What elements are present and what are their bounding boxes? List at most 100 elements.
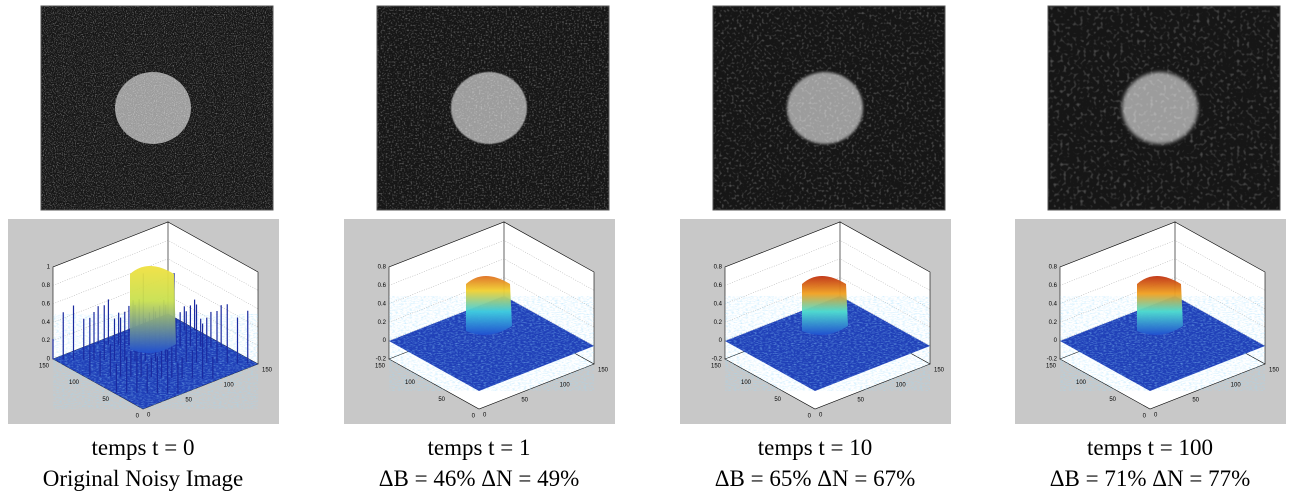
z-tick-label: 0.2 bbox=[42, 338, 51, 344]
z-tick-label: 0.6 bbox=[378, 283, 387, 289]
image-border bbox=[376, 5, 610, 211]
peak bbox=[802, 276, 848, 335]
noisy-image bbox=[1047, 5, 1281, 211]
subcaption: Original Noisy Image bbox=[43, 466, 244, 491]
peak bbox=[1137, 276, 1183, 335]
noise bbox=[713, 6, 945, 210]
y-tick-label: 150 bbox=[711, 364, 722, 370]
x-tick-label: 50 bbox=[1192, 398, 1199, 404]
noise bbox=[377, 6, 609, 210]
grid-line bbox=[388, 276, 595, 328]
z-tick-label: 0.8 bbox=[1049, 265, 1058, 271]
grid-line bbox=[388, 240, 595, 291]
z-tick-label: 0.4 bbox=[42, 320, 51, 326]
z-tick-label: 0.6 bbox=[1049, 283, 1058, 289]
x-tick-label: 0 bbox=[1154, 413, 1158, 419]
y-tick-label: 100 bbox=[741, 380, 752, 386]
noise bbox=[41, 6, 273, 210]
noisy-image bbox=[40, 5, 274, 211]
surface-texture bbox=[725, 296, 930, 391]
caption: temps t = 100 bbox=[1087, 435, 1213, 460]
z-tick-label: -0.2 bbox=[376, 357, 387, 363]
grid-line bbox=[724, 276, 931, 328]
z-tick-label: 0.2 bbox=[1049, 320, 1058, 326]
grid-line bbox=[1059, 258, 1266, 309]
x-tick-label: 150 bbox=[934, 368, 945, 374]
z-tick-label: 0.2 bbox=[378, 320, 387, 326]
z-tick-label: 0 bbox=[1054, 338, 1058, 344]
image-border bbox=[712, 5, 946, 211]
z-tick-label: -0.2 bbox=[1047, 357, 1058, 363]
y-tick-label: 0 bbox=[136, 414, 140, 420]
x-tick-label: 50 bbox=[521, 398, 528, 404]
z-tick-label: 0.6 bbox=[42, 301, 51, 307]
y-tick-label: 150 bbox=[1046, 364, 1057, 370]
z-tick-label: 0.4 bbox=[714, 301, 723, 307]
caption: temps t = 10 bbox=[758, 435, 873, 460]
y-tick-label: 50 bbox=[102, 397, 109, 403]
x-tick-label: 50 bbox=[857, 398, 864, 404]
z-tick-label: 0.4 bbox=[378, 301, 387, 307]
subcaption: ΔB = 71% ΔN = 77% bbox=[1050, 466, 1251, 491]
z-tick-label: 0.8 bbox=[42, 283, 51, 289]
grid-line bbox=[52, 258, 259, 309]
y-tick-label: 0 bbox=[1143, 414, 1147, 420]
noise bbox=[1048, 6, 1280, 210]
y-tick-label: 0 bbox=[472, 414, 476, 420]
z-tick-label: 0.4 bbox=[1049, 301, 1058, 307]
y-tick-label: 0 bbox=[808, 414, 812, 420]
grid-line bbox=[724, 258, 931, 309]
z-tick-label: 0 bbox=[719, 338, 723, 344]
z-tick-label: -0.2 bbox=[712, 357, 723, 363]
x-tick-label: 0 bbox=[483, 413, 487, 419]
y-tick-label: 50 bbox=[438, 397, 445, 403]
y-tick-label: 100 bbox=[69, 380, 80, 386]
y-tick-label: 100 bbox=[405, 380, 416, 386]
image-border bbox=[40, 5, 274, 211]
z-tick-label: 0 bbox=[47, 357, 51, 363]
z-tick-label: 0.8 bbox=[378, 265, 387, 271]
x-tick-label: 0 bbox=[147, 413, 151, 419]
x-tick-label: 0 bbox=[819, 413, 823, 419]
x-tick-label: 150 bbox=[1269, 368, 1280, 374]
grid-line bbox=[388, 258, 595, 309]
x-tick-label: 100 bbox=[224, 383, 235, 389]
caption: temps t = 0 bbox=[91, 435, 194, 460]
y-tick-label: 50 bbox=[1109, 397, 1116, 403]
grid-line bbox=[1059, 276, 1266, 328]
z-tick-label: 1 bbox=[47, 265, 51, 271]
z-tick-label: 0.2 bbox=[714, 320, 723, 326]
y-tick-label: 50 bbox=[774, 397, 781, 403]
peak bbox=[130, 266, 176, 353]
subcaption: ΔB = 46% ΔN = 49% bbox=[379, 466, 580, 491]
subcaption: ΔB = 65% ΔN = 67% bbox=[715, 466, 916, 491]
y-tick-label: 100 bbox=[1076, 380, 1087, 386]
y-tick-label: 150 bbox=[39, 364, 50, 370]
x-tick-label: 50 bbox=[185, 398, 192, 404]
y-tick-label: 150 bbox=[375, 364, 386, 370]
surface-texture bbox=[389, 296, 594, 391]
noisy-image bbox=[376, 5, 610, 211]
grid-line bbox=[52, 240, 259, 291]
surface-texture bbox=[1060, 296, 1265, 391]
x-tick-label: 100 bbox=[1231, 383, 1242, 389]
image-border bbox=[1047, 5, 1281, 211]
z-tick-label: 0.6 bbox=[714, 283, 723, 289]
z-tick-label: 0.8 bbox=[714, 265, 723, 271]
grid-line bbox=[1059, 240, 1266, 291]
x-tick-label: 100 bbox=[560, 383, 571, 389]
peak bbox=[466, 276, 512, 335]
noisy-image bbox=[712, 5, 946, 211]
z-tick-label: 0 bbox=[383, 338, 387, 344]
grid-line bbox=[724, 240, 931, 291]
caption: temps t = 1 bbox=[427, 435, 530, 460]
